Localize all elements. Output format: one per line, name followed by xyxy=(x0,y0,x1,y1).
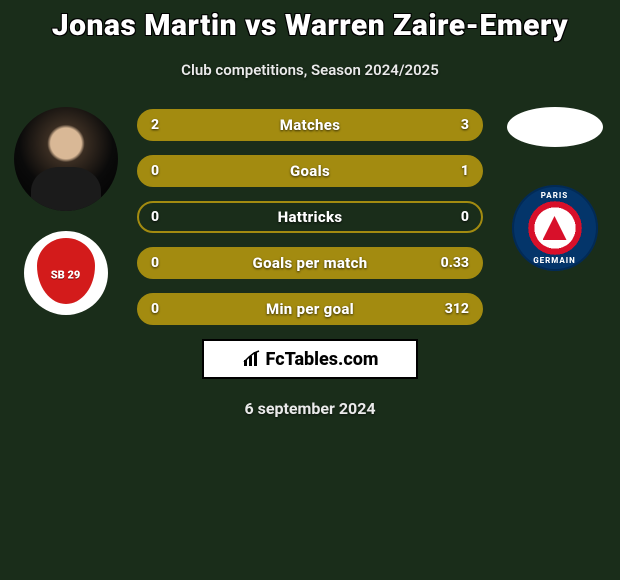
page-title: Jonas Martin vs Warren Zaire-Emery xyxy=(0,8,620,43)
stat-value-left: 0 xyxy=(151,163,159,179)
chart-icon xyxy=(242,350,262,368)
stat-value-right: 312 xyxy=(445,301,469,317)
stat-label: Goals per match xyxy=(253,254,368,272)
stat-label: Goals xyxy=(290,162,330,180)
date-label: 6 september 2024 xyxy=(0,399,620,418)
stat-value-left: 0 xyxy=(151,255,159,271)
player-avatar-left xyxy=(14,107,118,211)
right-player-column: PARIS GERMAIN xyxy=(497,107,612,271)
stat-value-right: 3 xyxy=(461,117,469,133)
stat-value-right: 1 xyxy=(461,163,469,179)
club-badge-psg: PARIS GERMAIN xyxy=(512,185,598,271)
source-badge: FcTables.com xyxy=(202,339,418,379)
stat-bar: 0 Goals per match 0.33 xyxy=(137,247,483,279)
stat-value-right: 0.33 xyxy=(441,255,469,271)
club-badge-brest-text: SB 29 xyxy=(51,269,80,280)
club-badge-brest: SB 29 xyxy=(24,231,108,315)
page-subtitle: Club competitions, Season 2024/2025 xyxy=(0,61,620,79)
stat-bar: 0 Hattricks 0 xyxy=(137,201,483,233)
stat-label: Min per goal xyxy=(266,300,354,318)
stat-value-left: 0 xyxy=(151,301,159,317)
player-avatar-right xyxy=(507,107,603,147)
club-badge-psg-top-text: PARIS xyxy=(541,191,568,200)
stat-value-right: 0 xyxy=(461,209,469,225)
stat-label: Hattricks xyxy=(278,208,343,226)
stat-value-left: 0 xyxy=(151,209,159,225)
stat-bar: 2 Matches 3 xyxy=(137,109,483,141)
stat-label: Matches xyxy=(280,116,340,134)
left-player-column: SB 29 xyxy=(8,107,123,315)
club-badge-psg-bottom-text: GERMAIN xyxy=(533,256,576,265)
source-site-label: FcTables.com xyxy=(266,349,379,370)
stat-bar: 0 Min per goal 312 xyxy=(137,293,483,325)
stat-value-left: 2 xyxy=(151,117,159,133)
comparison-bars: 2 Matches 3 0 Goals 1 0 Hattricks 0 0 Goals per ma… xyxy=(137,107,483,325)
stat-bar: 0 Goals 1 xyxy=(137,155,483,187)
